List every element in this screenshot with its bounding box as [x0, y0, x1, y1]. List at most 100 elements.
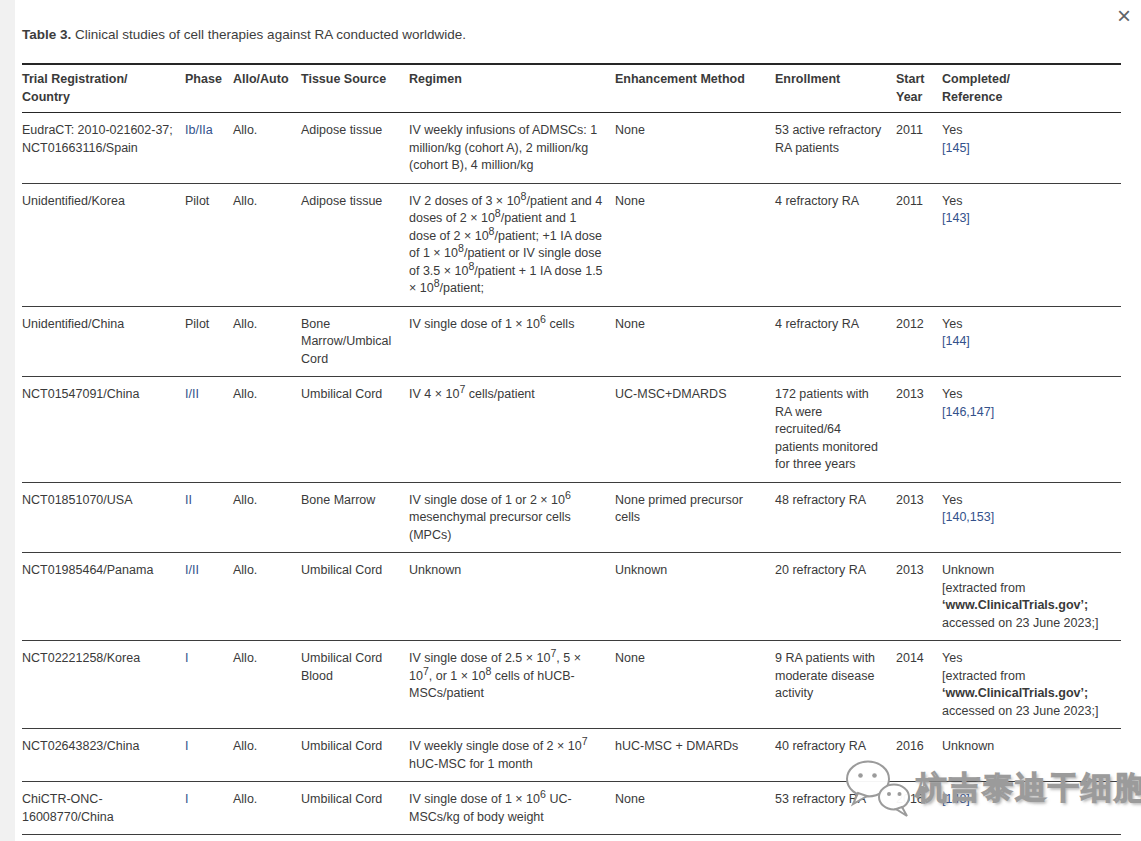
- table-row: EudraCT: 2010-021602-37; NCT01663116/Spa…: [22, 113, 1121, 184]
- start-year-cell: 2012: [896, 306, 942, 377]
- completed-cell: Yes[144]: [942, 306, 1121, 377]
- allo-auto-cell: Allo.: [233, 482, 301, 553]
- start-year-cell: 2016: [896, 782, 942, 835]
- tissue-source-cell: Bone Marrow/Umbical Cord: [301, 306, 409, 377]
- enrollment-cell: 4 refractory RA: [775, 183, 896, 306]
- table-row: Unidentified/Korea Pilot Allo. Adipose t…: [22, 183, 1121, 306]
- tissue-source-cell: Umbilical Cord: [301, 729, 409, 782]
- col-header-tissue-source: Tissue Source: [301, 64, 409, 113]
- completed-status: Yes: [942, 316, 1109, 334]
- enrollment-cell: 4 refractory RA: [775, 306, 896, 377]
- phase-link[interactable]: I/II: [185, 563, 199, 577]
- enhancement-cell: Unknown: [615, 553, 775, 641]
- trial-cell: NCT01547091/China: [22, 377, 185, 483]
- col-header-trial: Trial Registration/ Country: [22, 64, 185, 113]
- enrollment-cell: 20 refractory RA: [775, 553, 896, 641]
- table-caption: Table 3. Clinical studies of cell therap…: [22, 27, 1141, 42]
- phase-link[interactable]: I: [185, 792, 188, 806]
- tissue-source-cell: Bone Marrow: [301, 835, 409, 841]
- trial-cell: NCT01985464/Panama: [22, 553, 185, 641]
- enhancement-cell: None: [615, 782, 775, 835]
- start-year-cell: 2013: [896, 553, 942, 641]
- enrollment-cell: 9 RA patients with moderate disease acti…: [775, 641, 896, 729]
- tissue-source-cell: Adipose tissue: [301, 113, 409, 184]
- regimen-cell: IV 2 doses of 3 × 108/patient and 4 dose…: [409, 183, 615, 306]
- start-year-cell: 2016: [896, 835, 942, 841]
- reference-link[interactable]: [144]: [942, 333, 1109, 351]
- table-row: NCT01985464/Panama I/II Allo. Umbilical …: [22, 553, 1121, 641]
- table-row: Unidentified/China Pilot Allo. Bone Marr…: [22, 306, 1121, 377]
- clinicaltrials-link[interactable]: ‘www.ClinicalTrials.gov’;: [942, 597, 1109, 615]
- clinicaltrials-link[interactable]: ‘www.ClinicalTrials.gov’;: [942, 685, 1109, 703]
- regimen-cell: IV weekly single dose of 2 × 107 hUC-MSC…: [409, 729, 615, 782]
- completed-cell: Yes[145]: [942, 113, 1121, 184]
- trial-cell: NCT02643823/China: [22, 729, 185, 782]
- tissue-source-cell: Umbilical Cord: [301, 377, 409, 483]
- allo-auto-cell: Allo.: [233, 306, 301, 377]
- allo-auto-cell: Allo.: [233, 553, 301, 641]
- close-icon[interactable]: ×: [1110, 2, 1138, 30]
- reference-link[interactable]: [146,147]: [942, 404, 1109, 422]
- completed-cell: Unknown[extracted from‘www.ClinicalTrial…: [942, 553, 1121, 641]
- table-body: EudraCT: 2010-021602-37; NCT01663116/Spa…: [22, 113, 1121, 841]
- start-year-cell: 2011: [896, 113, 942, 184]
- phase-cell: I: [185, 641, 233, 729]
- phase-link[interactable]: I: [185, 739, 188, 753]
- enrollment-cell: 40 refractory RA: [775, 729, 896, 782]
- completed-status: [extracted from: [942, 668, 1109, 686]
- trial-cell: Unidentified/Korea: [22, 183, 185, 306]
- completed-cell: Yes[140,153]: [942, 482, 1121, 553]
- phase-link[interactable]: I: [185, 651, 188, 665]
- phase-link[interactable]: I/II: [185, 387, 199, 401]
- regimen-cell: Unknown: [409, 835, 615, 841]
- allo-auto-cell: Allo.: [233, 729, 301, 782]
- completed-status: Yes: [942, 650, 1109, 668]
- col-header-completed: Completed/ Reference: [942, 64, 1121, 113]
- allo-auto-cell: Allo.: [233, 782, 301, 835]
- table-header: Trial Registration/ Country Phase Allo/A…: [22, 64, 1121, 113]
- enhancement-cell: UC-MSC+DMARDS: [615, 377, 775, 483]
- table-row: NCT02643823/China I Allo. Umbilical Cord…: [22, 729, 1121, 782]
- enhancement-cell: None: [615, 183, 775, 306]
- col-header-phase: Phase: [185, 64, 233, 113]
- header-row: Trial Registration/ Country Phase Allo/A…: [22, 64, 1121, 113]
- phase-cell: Ib/IIa: [185, 113, 233, 184]
- completed-status: Yes: [942, 122, 1109, 140]
- start-year-cell: 2016: [896, 729, 942, 782]
- phase-cell: II: [185, 482, 233, 553]
- completed-status: Unknown: [942, 738, 1109, 756]
- completed-status: accessed on 23 June 2023;]: [942, 703, 1109, 721]
- enrollment-cell: 53 refractory RA: [775, 782, 896, 835]
- regimen-cell: IV single dose of 1 or 2 × 106 mesenchym…: [409, 482, 615, 553]
- enhancement-cell: hUC-MSC + DMARDs: [615, 729, 775, 782]
- reference-link[interactable]: [145]: [942, 140, 1109, 158]
- table-row: NCT03067870/Jordan I Auto. Bone Marrow U…: [22, 835, 1121, 841]
- table-row: NCT01547091/China I/II Allo. Umbilical C…: [22, 377, 1121, 483]
- regimen-cell: IV single dose of 2.5 × 107, 5 × 107, or…: [409, 641, 615, 729]
- phase-link[interactable]: Ib/IIa: [185, 123, 213, 137]
- allo-auto-cell: Auto.: [233, 835, 301, 841]
- phase-link[interactable]: II: [185, 493, 192, 507]
- allo-auto-cell: Allo.: [233, 641, 301, 729]
- start-year-cell: 2013: [896, 377, 942, 483]
- col-header-start-year: Start Year: [896, 64, 942, 113]
- allo-auto-cell: Allo.: [233, 113, 301, 184]
- reference-link[interactable]: [143]: [942, 210, 1109, 228]
- tissue-source-cell: Bone Marrow: [301, 482, 409, 553]
- enhancement-cell: None: [615, 641, 775, 729]
- enhancement-cell: Unknown: [615, 835, 775, 841]
- enrollment-cell: 172 patients with RA were recruited/64 p…: [775, 377, 896, 483]
- completed-status: Yes: [942, 492, 1109, 510]
- regimen-cell: IV 4 × 107 cells/patient: [409, 377, 615, 483]
- page-left-margin: [0, 0, 15, 841]
- regimen-cell: IV single dose of 1 × 106 UC-MSCs/kg of …: [409, 782, 615, 835]
- trial-cell: EudraCT: 2010-021602-37; NCT01663116/Spa…: [22, 113, 185, 184]
- tissue-source-cell: Umbilical Cord: [301, 553, 409, 641]
- phase-cell: I/II: [185, 553, 233, 641]
- reference-link[interactable]: [148]: [942, 791, 1109, 809]
- trial-cell: NCT01851070/USA: [22, 482, 185, 553]
- phase-cell: I: [185, 782, 233, 835]
- trial-cell: ChiCTR-ONC-16008770/China: [22, 782, 185, 835]
- phase-cell: I: [185, 835, 233, 841]
- reference-link[interactable]: [140,153]: [942, 509, 1109, 527]
